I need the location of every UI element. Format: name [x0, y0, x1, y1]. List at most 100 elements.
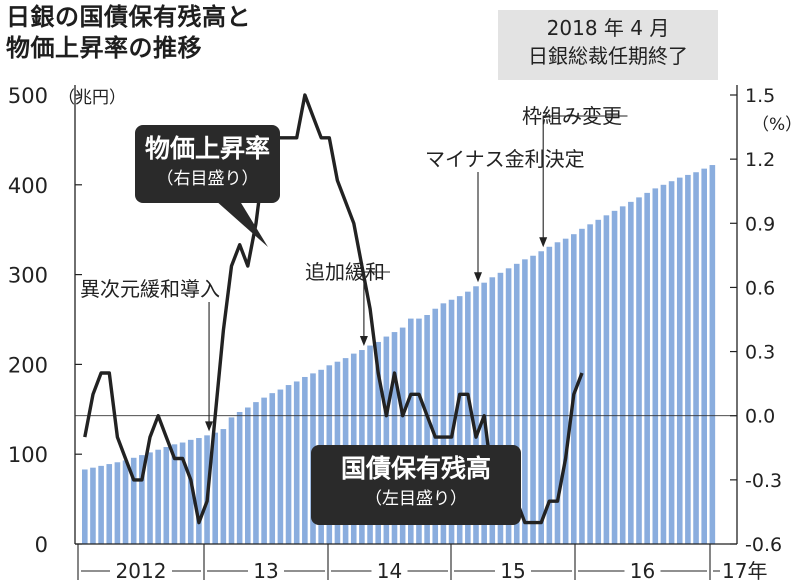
jgb-bar — [685, 174, 691, 544]
jgb-bar — [147, 452, 153, 544]
jgb-bar — [98, 465, 104, 544]
jgb-bar — [473, 286, 479, 544]
event-arrowhead — [359, 336, 368, 347]
jgb-bar — [546, 246, 553, 544]
event-pointer — [542, 115, 628, 244]
left-axis-unit: （兆円） — [58, 88, 126, 108]
right-tick-label: 1.2 — [745, 149, 775, 171]
chart-title: 日銀の国債保有残高と 物価上昇率の推移 — [6, 2, 251, 64]
left-tick-label: 100 — [8, 443, 48, 467]
jgb-bar — [155, 449, 161, 544]
jgb-bar — [408, 318, 414, 544]
jgb-bar — [497, 272, 504, 544]
jgb-bar — [505, 268, 512, 544]
jgb-bar — [636, 197, 642, 544]
chart-title-line-1: 日銀の国債保有残高と — [6, 3, 251, 31]
x-tick-label: 16 — [630, 559, 655, 583]
right-tick-label: -0.6 — [745, 534, 782, 556]
jgb-bar — [179, 442, 186, 544]
jgb-bar — [375, 341, 381, 544]
jgb-bar — [114, 462, 121, 544]
jgb-bar — [530, 255, 536, 544]
jgb-bar — [424, 315, 430, 544]
left-tick-label: 400 — [8, 174, 48, 198]
jgb-bar — [481, 282, 487, 544]
note-line-2: 日銀総裁任期終了 — [528, 44, 688, 68]
jgb-bar — [302, 376, 308, 544]
jgb-bar — [220, 429, 227, 544]
jgb-bar — [465, 291, 471, 544]
left-tick-label: 200 — [8, 353, 48, 377]
jgb-bar — [416, 318, 422, 544]
jgb-bar — [522, 259, 528, 544]
right-tick-label: 0.6 — [745, 277, 775, 299]
jgb-bar — [187, 439, 194, 544]
jgb-bar — [163, 447, 170, 544]
jgb-bar — [391, 332, 398, 544]
jgb-bar — [595, 219, 602, 544]
cpi-callout-scale: （右目盛り） — [156, 169, 259, 189]
right-tick-label: 1.5 — [745, 85, 775, 107]
jgb-callout-scale: （左目盛り） — [365, 489, 467, 509]
jgb-bar — [82, 469, 88, 544]
jgb-bar — [676, 177, 683, 544]
jgb-bar — [245, 407, 251, 544]
jgb-bar — [448, 299, 455, 544]
right-tick-label: 0.3 — [745, 342, 775, 364]
cpi-callout: 物価上昇率 （右目盛り） — [135, 125, 280, 203]
event-label: 異次元緩和導入 — [80, 277, 220, 301]
jgb-bar — [660, 184, 667, 545]
jgb-bar — [269, 393, 276, 544]
x-tick-label: 17年 — [722, 559, 767, 583]
jgb-bar — [619, 206, 626, 545]
jgb-bar — [440, 303, 447, 544]
x-tick-label: 13 — [253, 559, 278, 583]
jgb-bar — [130, 457, 137, 544]
jgb-bar — [456, 296, 463, 544]
jgb-bar — [228, 417, 235, 544]
jgb-bar — [652, 188, 659, 544]
jgb-bar — [277, 389, 284, 544]
x-tick-label: 15 — [500, 559, 525, 583]
cpi-callout-title: 物価上昇率 — [144, 134, 270, 163]
jgb-bar — [432, 308, 439, 544]
left-tick-label: 300 — [8, 264, 48, 288]
jgb-bar — [196, 438, 202, 544]
x-tick-label: 2012 — [116, 559, 167, 583]
note-box: 2018 年 4 月 日銀総裁任期終了 — [498, 10, 718, 80]
right-axis-unit: （%） — [752, 115, 799, 135]
jgb-bar — [293, 381, 300, 544]
jgb-bar — [399, 327, 406, 544]
jgb-bar — [285, 385, 292, 544]
jgb-callout-title: 国債保有残高 — [340, 454, 491, 483]
left-tick-label: 0 — [35, 533, 48, 557]
note-line-1: 2018 年 4 月 — [546, 16, 670, 40]
x-tick-label: 14 — [377, 559, 402, 583]
right-tick-label: -0.3 — [745, 470, 782, 492]
jgb-bar — [513, 263, 520, 544]
jgb-bar — [261, 397, 267, 544]
jgb-bar — [253, 402, 259, 544]
jgb-bar — [171, 444, 178, 544]
jgb-bar — [579, 228, 585, 544]
chart-title-line-2: 物価上昇率の推移 — [6, 34, 202, 62]
event-arrowhead — [474, 272, 482, 283]
jgb-callout: 国債保有残高 （左目盛り） — [311, 445, 521, 525]
event-label: マイナス金利決定 — [425, 147, 585, 171]
jgb-bar — [628, 201, 634, 544]
jgb-bar — [383, 336, 390, 544]
jgb-bar — [106, 464, 113, 544]
jgb-bar — [489, 277, 496, 544]
jgb-bar — [367, 345, 373, 544]
right-tick-label: 0.0 — [745, 406, 775, 428]
jgb-bar — [603, 215, 610, 544]
jgb-bar — [562, 238, 569, 544]
jgb-bar — [693, 172, 699, 544]
cpi-callout-tail — [215, 198, 268, 247]
callout-pointers — [215, 198, 268, 247]
jgb-bar — [538, 251, 544, 544]
jgb-bar — [90, 467, 96, 544]
jgb-bar — [122, 460, 129, 544]
event-arrowhead — [539, 237, 548, 248]
